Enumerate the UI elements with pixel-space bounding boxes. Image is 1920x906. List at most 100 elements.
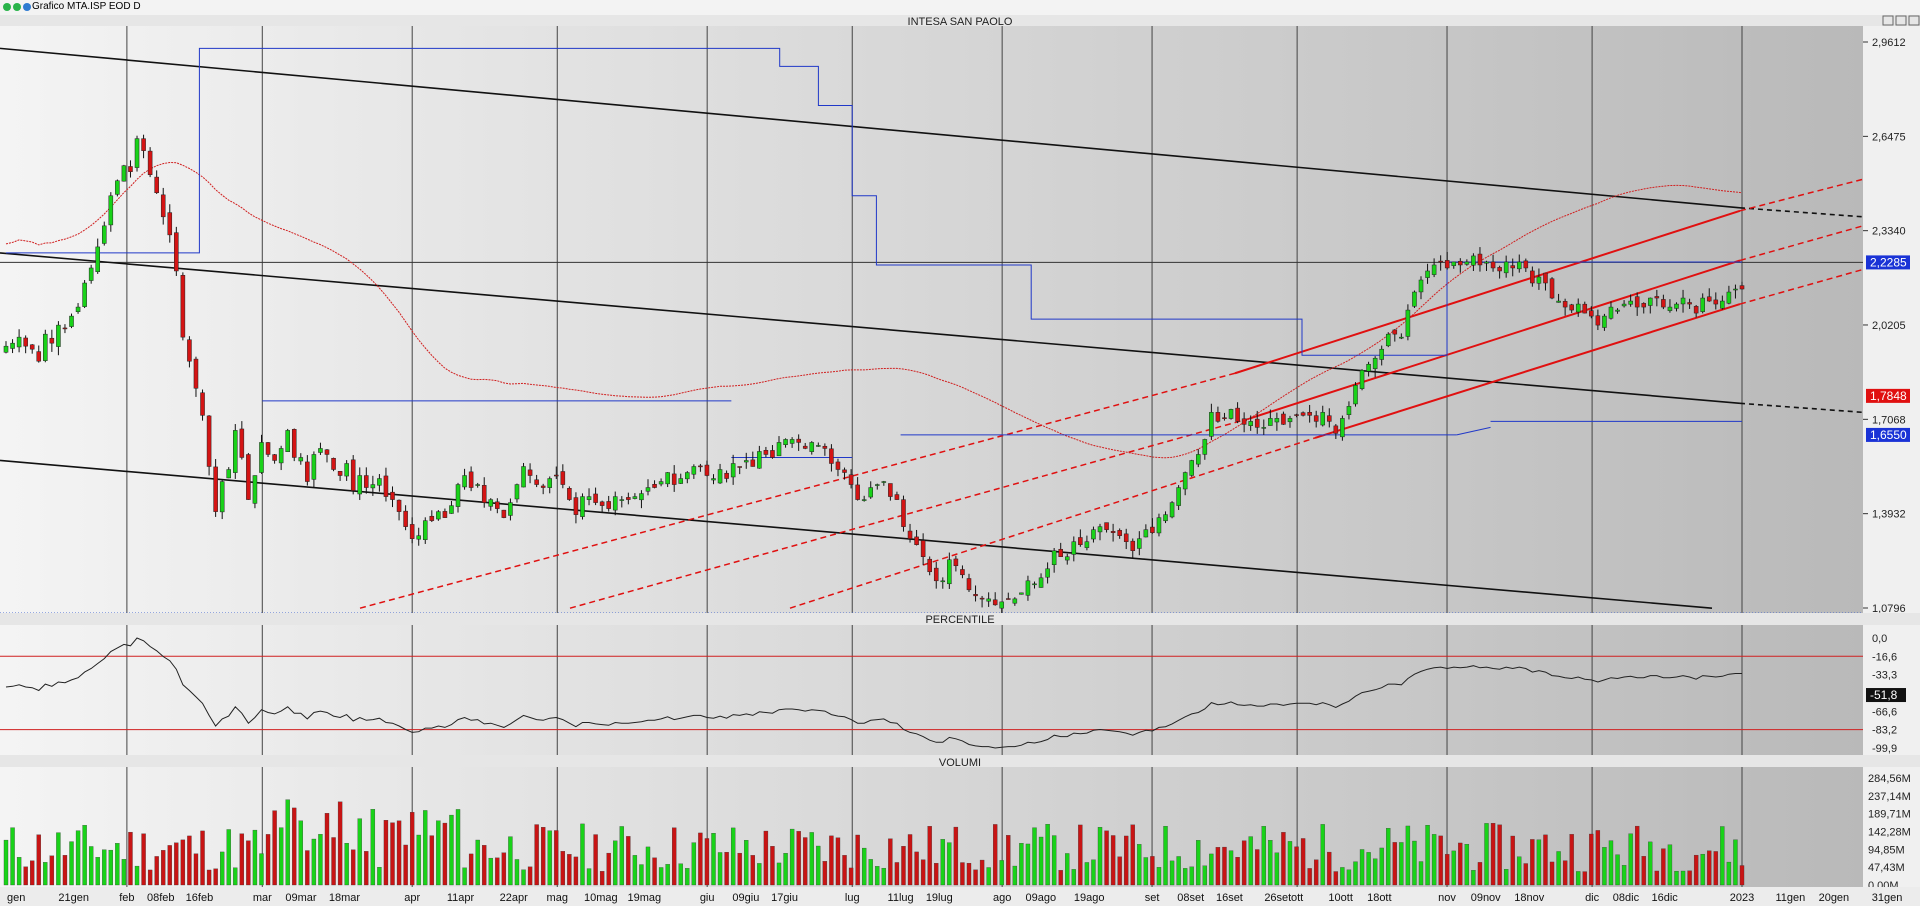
candle	[1667, 306, 1673, 311]
x-tick-label: nov	[1438, 892, 1456, 904]
volume-bar	[1124, 835, 1129, 886]
volume-bar	[285, 799, 290, 886]
volume-bar	[298, 820, 303, 886]
percentile-line	[5, 637, 1742, 749]
volume-bar	[455, 809, 461, 886]
volume-bar	[115, 843, 120, 886]
volume-bar	[1497, 824, 1502, 886]
volume-bar	[1510, 835, 1515, 886]
candle	[907, 530, 913, 539]
volume-bar	[1661, 848, 1666, 886]
candle	[265, 442, 271, 455]
candle	[233, 430, 238, 473]
volume-bar	[482, 845, 487, 886]
volume-bar	[737, 852, 742, 886]
candle	[1726, 291, 1732, 304]
support-line	[1456, 426, 1491, 436]
window-dot-icon[interactable]	[3, 3, 11, 11]
volume-bar	[776, 862, 782, 886]
volume-bar	[855, 834, 860, 886]
volume-bar	[658, 867, 664, 886]
candle	[305, 461, 310, 482]
candle	[868, 487, 873, 498]
candle	[1248, 421, 1253, 426]
volume-bar	[1386, 828, 1391, 886]
candle	[1412, 291, 1417, 307]
candle	[396, 499, 402, 512]
candle	[468, 471, 474, 488]
candle	[206, 415, 212, 467]
volume-bar	[1399, 842, 1404, 886]
volume-bar	[593, 834, 598, 886]
x-tick-label: 19lug	[926, 892, 953, 904]
volume-bar	[1314, 859, 1319, 886]
volume-bar	[730, 827, 736, 886]
volume-bar	[1484, 823, 1489, 886]
candle	[1064, 556, 1070, 561]
candle	[1648, 297, 1653, 306]
volume-bar	[416, 834, 421, 886]
candle	[1503, 261, 1509, 274]
candle	[717, 469, 723, 484]
candle	[704, 464, 710, 476]
candle	[1602, 315, 1607, 328]
volume-bar	[1261, 826, 1266, 886]
panel-buttons[interactable]	[1882, 15, 1920, 26]
candle	[1045, 568, 1050, 578]
volume-bar	[1117, 856, 1122, 886]
volume-bar	[193, 853, 199, 886]
x-tick-label: mag	[547, 892, 568, 904]
volume-bar	[920, 859, 926, 886]
volume-bar	[1104, 830, 1109, 886]
candle	[357, 475, 363, 495]
volume-bar	[180, 839, 186, 886]
value-tag-label: 1,7848	[1870, 389, 1907, 403]
candle	[1458, 260, 1463, 266]
candle	[200, 392, 205, 416]
window-dot-icon[interactable]	[23, 3, 31, 11]
candle	[1254, 418, 1260, 428]
volume-bar	[1359, 849, 1365, 886]
candle	[259, 442, 264, 473]
volume-bar	[1045, 824, 1050, 886]
volume-bar	[344, 842, 349, 886]
volume-bar	[174, 842, 179, 886]
volume-bar	[1412, 840, 1417, 886]
volume-bar	[1477, 862, 1483, 886]
candle	[743, 460, 749, 463]
volume-bar	[639, 864, 644, 886]
volume-bar	[1582, 871, 1587, 886]
volume-bar	[305, 850, 310, 886]
candle	[1156, 517, 1162, 534]
candle	[1143, 529, 1149, 538]
volume-bar	[547, 830, 552, 886]
volume-bar	[685, 868, 690, 886]
candle	[1556, 300, 1561, 303]
x-tick-label: ott	[1291, 892, 1303, 904]
volume-bar	[783, 853, 788, 886]
window-dot-icon[interactable]	[13, 3, 21, 11]
candle	[1516, 261, 1522, 270]
candle	[23, 337, 28, 347]
x-tick-label: 18mar	[329, 892, 361, 904]
candle	[455, 484, 461, 507]
volume-bar	[1058, 870, 1063, 886]
candle	[501, 509, 507, 518]
volume-bar	[894, 862, 900, 886]
candle	[488, 499, 494, 507]
window-titlebar: Grafico MTA.ISP EOD D	[0, 0, 1920, 16]
volume-bar	[56, 832, 61, 886]
volume-bar	[351, 849, 356, 886]
volume-bar	[960, 862, 965, 886]
channel-line-dashed	[789, 437, 1316, 609]
volume-bar	[527, 866, 533, 886]
candle	[678, 478, 684, 484]
candle	[796, 438, 801, 443]
volume-bar	[3, 839, 9, 886]
volume-bar	[147, 869, 153, 886]
candle	[737, 466, 742, 468]
volume-bar	[534, 824, 539, 886]
volume-bar	[560, 851, 566, 886]
volume-bar	[1202, 865, 1207, 886]
volume-bar	[514, 859, 520, 886]
